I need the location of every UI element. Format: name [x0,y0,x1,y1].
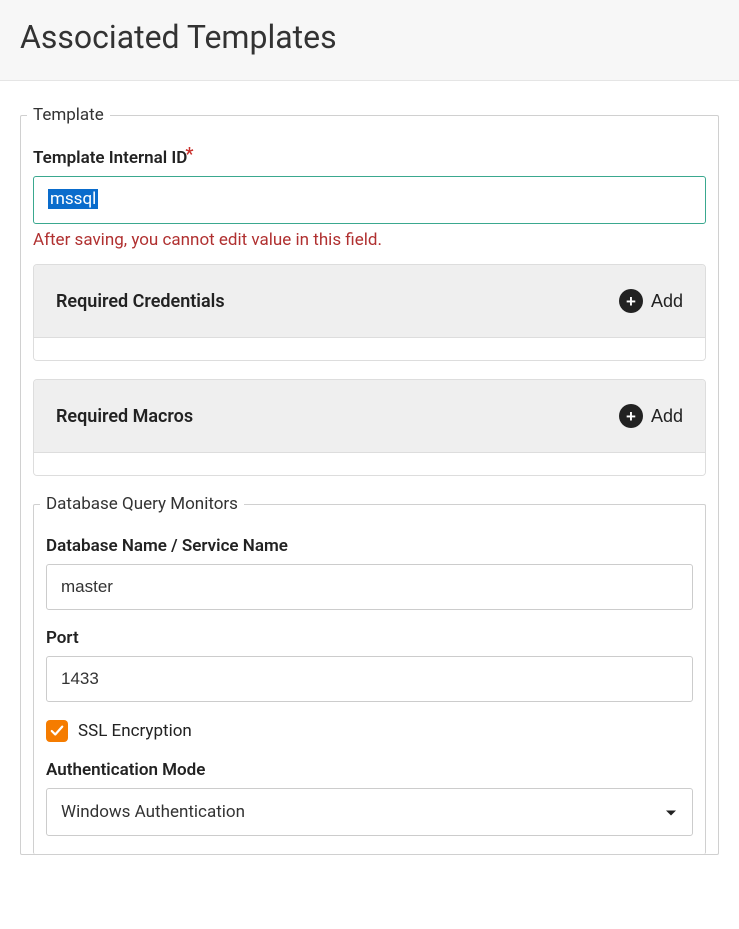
auth-mode-value: Windows Authentication [61,802,245,822]
db-query-fieldset: Database Query Monitors Database Name / … [33,494,706,854]
internal-id-label-text: Template Internal ID [33,148,187,168]
check-icon [50,724,64,738]
db-query-legend: Database Query Monitors [40,494,244,514]
credentials-panel-body [34,338,705,360]
port-label: Port [46,628,693,648]
add-credentials-button[interactable]: + Add [619,289,683,313]
credentials-panel-header: Required Credentials + Add [34,265,705,338]
internal-id-helper: After saving, you cannot edit value in t… [33,230,706,250]
ssl-checkbox[interactable] [46,720,68,742]
required-credentials-panel: Required Credentials + Add [33,264,706,361]
header-bar: Associated Templates [0,0,739,81]
auth-mode-select[interactable]: Windows Authentication [46,788,693,836]
required-star-icon: * [185,144,193,165]
page-title: Associated Templates [20,18,719,56]
auth-mode-select-wrapper: Windows Authentication [46,788,693,836]
plus-icon: + [619,404,643,428]
auth-mode-group: Authentication Mode Windows Authenticati… [34,760,705,854]
db-name-group: Database Name / Service Name [34,536,705,628]
auth-mode-label: Authentication Mode [46,760,693,780]
ssl-row: SSL Encryption [34,720,705,760]
internal-id-label: Template Internal ID* [33,147,706,168]
template-fieldset: Template Template Internal ID* mssql Aft… [20,105,719,855]
credentials-panel-title: Required Credentials [56,291,225,312]
internal-id-group: Template Internal ID* mssql After saving… [21,147,718,264]
db-name-input[interactable] [46,564,693,610]
macros-panel-header: Required Macros + Add [34,380,705,453]
port-input[interactable] [46,656,693,702]
ssl-label: SSL Encryption [78,721,192,741]
macros-panel-title: Required Macros [56,406,193,427]
add-macros-button[interactable]: + Add [619,404,683,428]
internal-id-input[interactable]: mssql [33,176,706,224]
db-name-label: Database Name / Service Name [46,536,693,556]
add-credentials-label: Add [651,291,683,312]
internal-id-value: mssql [48,189,98,209]
content-area: Template Template Internal ID* mssql Aft… [0,105,739,855]
port-group: Port [34,628,705,720]
template-legend: Template [27,105,110,125]
required-macros-panel: Required Macros + Add [33,379,706,476]
plus-icon: + [619,289,643,313]
macros-panel-body [34,453,705,475]
add-macros-label: Add [651,406,683,427]
